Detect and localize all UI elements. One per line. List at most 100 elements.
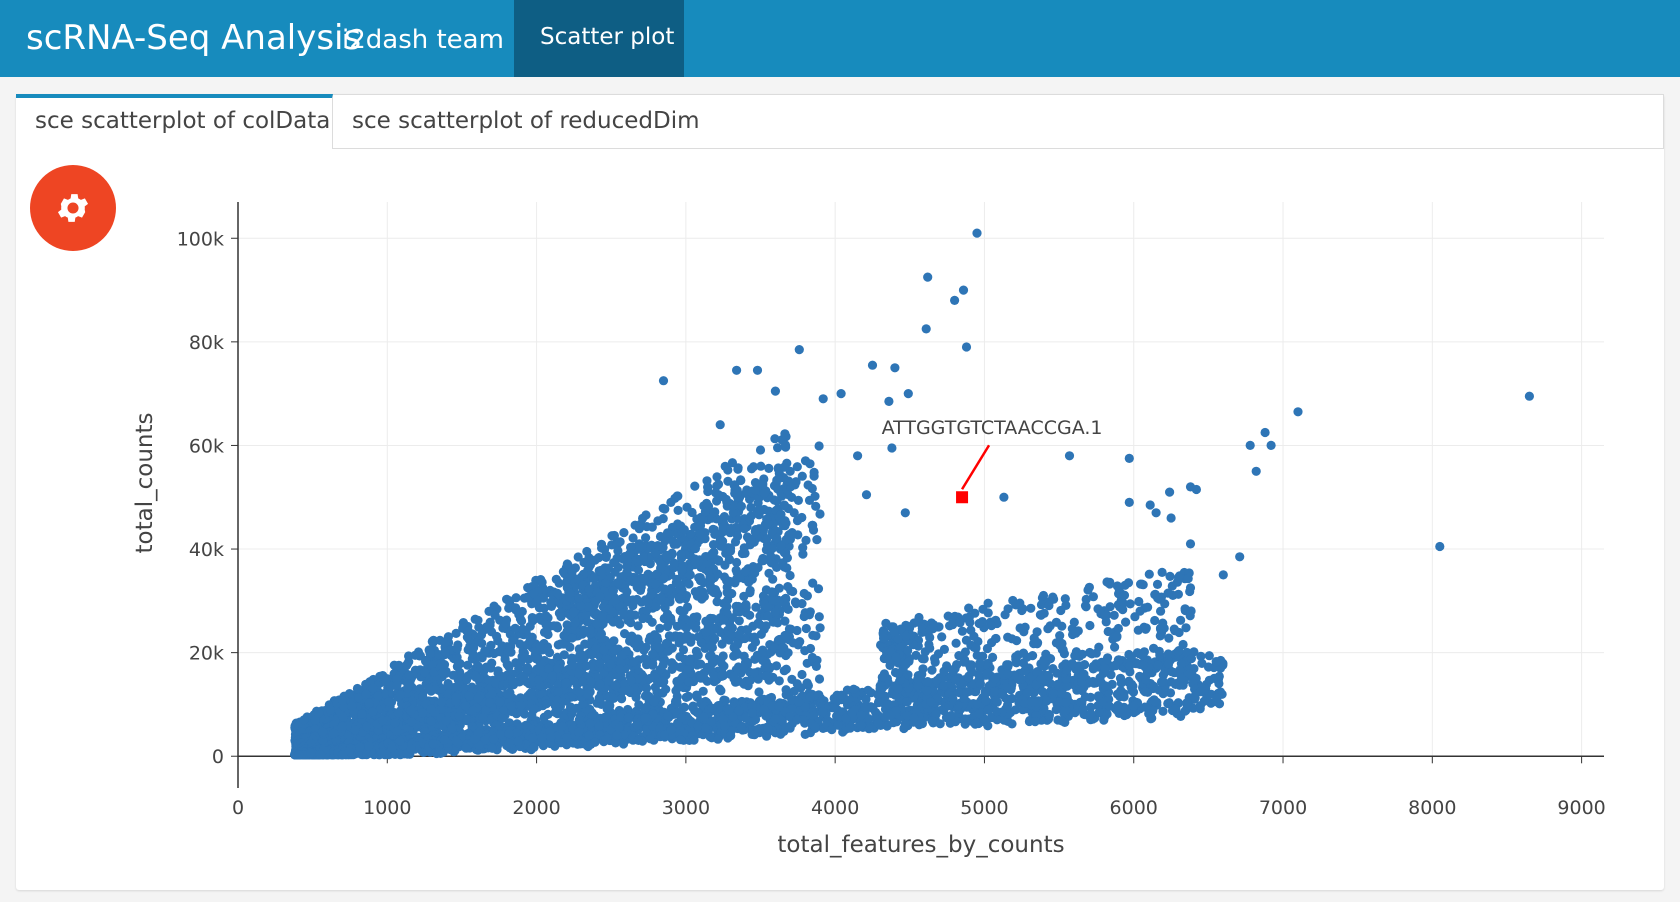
data-point (299, 715, 309, 725)
data-point (562, 620, 572, 630)
data-point (406, 717, 417, 727)
data-point (801, 623, 811, 634)
data-point (728, 507, 738, 518)
data-point (415, 684, 425, 694)
data-point (1184, 669, 1194, 680)
data-point (776, 509, 786, 519)
data-point (553, 707, 563, 717)
app-title[interactable]: scRNA-Seq Analysis (26, 18, 362, 58)
data-point (770, 607, 780, 617)
data-point (679, 525, 689, 535)
data-point (529, 704, 540, 714)
settings-button[interactable] (30, 165, 116, 251)
data-point (484, 697, 495, 708)
data-point (690, 544, 701, 554)
tab-reduceddim-scatterplot[interactable]: sce scatterplot of reducedDim (333, 94, 1664, 148)
data-point (571, 703, 581, 714)
data-point (725, 577, 735, 587)
data-point (392, 726, 402, 737)
data-point (766, 551, 776, 561)
data-point (754, 687, 764, 697)
data-point (714, 555, 724, 565)
data-point (631, 692, 641, 703)
data-point (505, 598, 515, 609)
data-point (1140, 702, 1150, 712)
data-point (520, 653, 530, 663)
data-point (393, 708, 403, 718)
data-point (676, 549, 686, 559)
data-point (683, 664, 693, 674)
data-point (635, 542, 645, 552)
data-point (655, 531, 666, 542)
data-point (779, 462, 790, 472)
data-point (1158, 706, 1168, 716)
data-point (780, 429, 790, 439)
data-point (604, 676, 614, 686)
data-point (725, 546, 736, 556)
data-point (739, 591, 749, 601)
data-point (538, 593, 549, 603)
data-point (527, 632, 537, 642)
data-point (631, 576, 642, 587)
data-point (700, 534, 710, 544)
data-point (347, 701, 357, 711)
tab-coldata-scatterplot[interactable]: sce scatterplot of colData (16, 94, 333, 149)
data-point (463, 626, 473, 636)
data-point (608, 617, 618, 627)
gear-icon (57, 194, 89, 222)
data-point (597, 543, 607, 553)
data-point (491, 678, 501, 688)
data-point (678, 645, 689, 655)
data-point (464, 691, 475, 701)
data-point (733, 464, 743, 474)
data-point (647, 617, 657, 627)
data-point (808, 578, 818, 588)
data-point (754, 619, 765, 629)
data-point (800, 456, 811, 466)
tab-label: sce scatterplot of reducedDim (352, 108, 700, 134)
data-point (768, 595, 778, 605)
data-point (781, 442, 791, 452)
data-point (769, 617, 779, 627)
data-point (584, 584, 594, 594)
data-point (605, 700, 615, 711)
data-point (436, 697, 447, 707)
data-point (684, 677, 694, 687)
data-point (793, 495, 804, 505)
data-point (1007, 693, 1017, 704)
data-point (656, 592, 666, 602)
data-point (762, 519, 773, 529)
data-point (593, 672, 603, 682)
data-point (696, 659, 706, 669)
data-point (428, 660, 438, 670)
data-point (1104, 701, 1115, 711)
data-point (799, 611, 809, 622)
data-point (701, 552, 711, 562)
data-point (750, 637, 761, 647)
nav-tab-scatter-plot[interactable]: Scatter plot (514, 0, 684, 77)
scatter-plot[interactable]: 0 1000 2000 3000 4000 5000 6000 7000 8000 9000020… (16, 94, 1664, 890)
x-tick-label: 2000 (512, 797, 560, 819)
data-point (648, 649, 658, 659)
data-point (671, 578, 682, 588)
data-point (798, 543, 808, 553)
data-point (594, 693, 604, 703)
data-point (784, 476, 794, 486)
data-point (629, 657, 639, 667)
data-point (613, 578, 623, 588)
data-point (690, 554, 700, 564)
data-point (516, 700, 526, 711)
data-point (808, 520, 818, 530)
data-point (418, 708, 428, 718)
data-point (565, 588, 575, 598)
data-point (1165, 688, 1176, 698)
data-point (424, 683, 434, 694)
data-point (597, 612, 607, 622)
data-point (1007, 719, 1017, 729)
data-point (783, 604, 793, 614)
data-point (648, 658, 658, 669)
data-point (797, 471, 807, 481)
nav-tab-label: Scatter plot (540, 24, 675, 50)
x-tick-label: 6000 (1110, 797, 1158, 819)
data-point (608, 586, 619, 596)
